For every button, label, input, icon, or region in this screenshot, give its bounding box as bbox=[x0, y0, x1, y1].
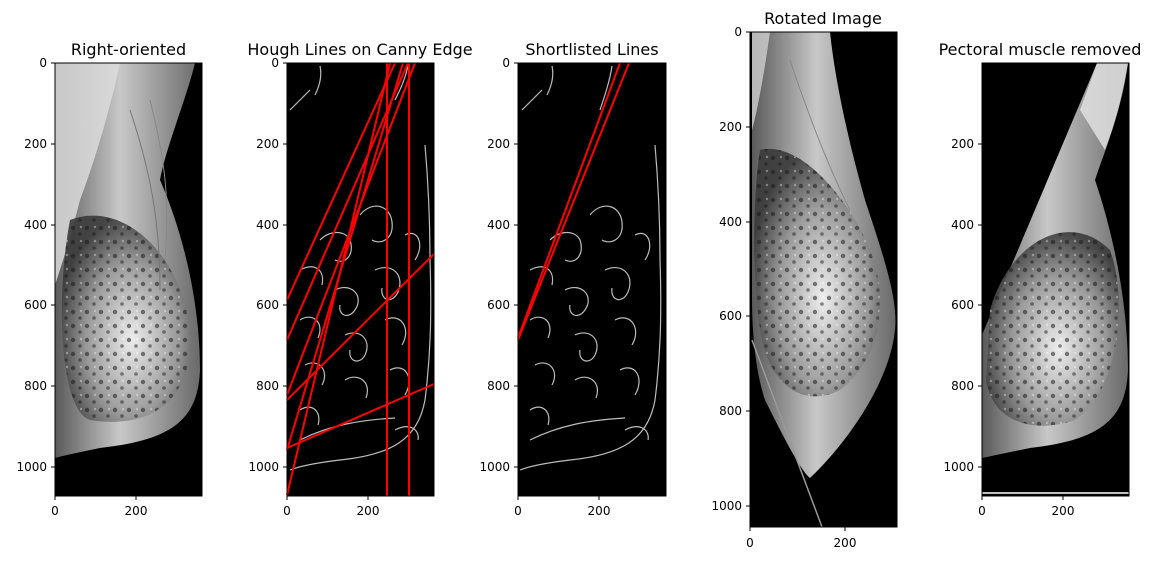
x-axis: 0 200 bbox=[746, 527, 856, 550]
x-tick-label: 200 bbox=[1052, 504, 1075, 518]
y-tick-label: 1000 bbox=[16, 460, 47, 474]
panel-title: Shortlisted Lines bbox=[525, 40, 658, 59]
panel-rotated-image: Rotated Image 0 200 400 600 800 1000 bbox=[711, 9, 898, 550]
panel-title: Right-oriented bbox=[71, 40, 186, 59]
x-tick-label: 200 bbox=[125, 504, 148, 518]
y-tick-label: 200 bbox=[256, 137, 279, 151]
panel-shortlisted-lines: Shortlisted Lines bbox=[479, 40, 667, 518]
y-tick-label: 1000 bbox=[248, 460, 279, 474]
canny-edges bbox=[519, 65, 662, 471]
y-tick-label: 600 bbox=[24, 298, 47, 312]
y-axis: 0 200 400 600 800 1000 bbox=[711, 25, 750, 513]
y-tick-label: 400 bbox=[487, 218, 510, 232]
y-tick-label: 800 bbox=[719, 404, 742, 418]
axes-frame bbox=[54, 62, 203, 497]
y-tick-label: 600 bbox=[487, 298, 510, 312]
x-tick-label: 0 bbox=[746, 536, 754, 550]
x-axis: 0 200 bbox=[283, 496, 379, 518]
y-axis: 0 200 400 600 800 1000 bbox=[479, 56, 518, 474]
panel-right-oriented: Right-oriented 0 200 400 600 800 1000 bbox=[16, 40, 203, 518]
y-tick-label: 200 bbox=[951, 137, 974, 151]
axes-frame bbox=[981, 62, 1130, 497]
y-axis: 0 200 400 600 800 1000 bbox=[16, 56, 55, 474]
panel-hough-lines: Hough Lines on Canny Edge bbox=[247, 40, 472, 518]
panel-title: Hough Lines on Canny Edge bbox=[247, 40, 472, 59]
y-tick-label: 400 bbox=[951, 218, 974, 232]
axes-frame bbox=[749, 31, 898, 528]
y-tick-label: 400 bbox=[24, 218, 47, 232]
y-tick-label: 800 bbox=[487, 379, 510, 393]
y-tick-label: 1000 bbox=[711, 499, 742, 513]
x-tick-label: 0 bbox=[51, 504, 59, 518]
y-tick-label: 800 bbox=[24, 379, 47, 393]
panel-title: Pectoral muscle removed bbox=[939, 40, 1142, 59]
axes-frame bbox=[517, 62, 667, 497]
y-tick-label: 0 bbox=[271, 56, 279, 70]
hough-lines bbox=[286, 62, 435, 496]
y-tick-label: 1000 bbox=[943, 460, 974, 474]
y-tick-label: 200 bbox=[24, 137, 47, 151]
x-tick-label: 200 bbox=[357, 504, 380, 518]
canny-edges bbox=[289, 65, 432, 471]
x-tick-label: 0 bbox=[978, 504, 986, 518]
y-tick-label: 1000 bbox=[479, 460, 510, 474]
y-tick-label: 0 bbox=[39, 56, 47, 70]
y-tick-label: 800 bbox=[256, 379, 279, 393]
y-tick-label: 400 bbox=[256, 218, 279, 232]
y-tick-label: 0 bbox=[734, 25, 742, 39]
x-tick-label: 0 bbox=[514, 504, 522, 518]
mammogram-image bbox=[55, 63, 200, 458]
y-axis: 0 200 400 600 800 1000 bbox=[248, 56, 287, 474]
y-tick-label: 600 bbox=[256, 298, 279, 312]
panel-pectoral-removed: Pectoral muscle removed 200 400 600 800 … bbox=[939, 40, 1142, 518]
x-tick-label: 0 bbox=[283, 504, 291, 518]
y-tick-label: 200 bbox=[487, 137, 510, 151]
x-axis: 0 200 bbox=[51, 496, 147, 518]
x-axis: 0 200 bbox=[978, 496, 1074, 518]
mammogram-image bbox=[982, 63, 1129, 494]
y-tick-label: 400 bbox=[719, 215, 742, 229]
y-tick-label: 0 bbox=[502, 56, 510, 70]
x-tick-label: 200 bbox=[834, 536, 857, 550]
panel-title: Rotated Image bbox=[764, 9, 882, 28]
y-tick-label: 200 bbox=[719, 120, 742, 134]
axes-frame bbox=[286, 62, 435, 497]
y-tick-label: 800 bbox=[951, 379, 974, 393]
mammogram-image bbox=[751, 32, 896, 528]
x-tick-label: 200 bbox=[588, 504, 611, 518]
y-axis: 200 400 600 800 1000 bbox=[943, 137, 982, 474]
y-tick-label: 600 bbox=[951, 298, 974, 312]
x-axis: 0 200 bbox=[514, 496, 610, 518]
shortlisted-lines bbox=[517, 62, 630, 341]
y-tick-label: 600 bbox=[719, 309, 742, 323]
